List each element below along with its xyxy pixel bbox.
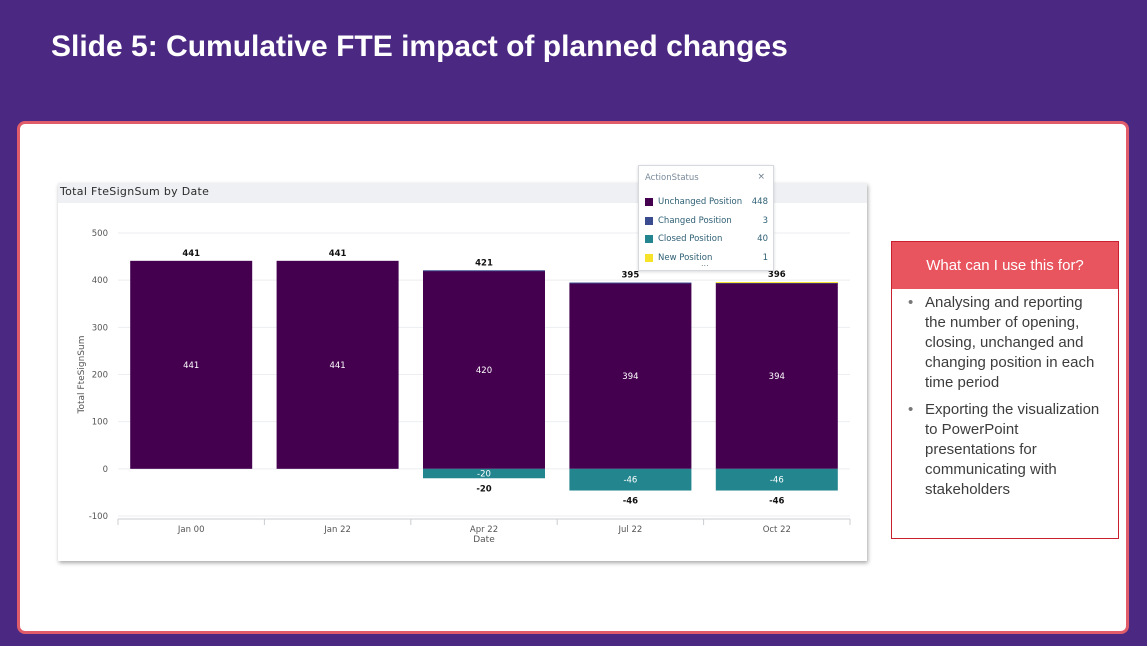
bar-changed-position: [569, 282, 692, 284]
y-tick-label: 400: [92, 276, 108, 286]
info-list-item: • Exporting the visualization to PowerPoi…: [908, 400, 1106, 500]
info-list-text: Analysing and reporting the number of op…: [925, 294, 1095, 391]
bar-unchanged-position: [715, 282, 838, 469]
y-tick-label: 100: [92, 418, 108, 428]
x-tick-label: Apr 22: [470, 525, 498, 535]
y-tick-label: 200: [92, 371, 108, 381]
bar-inner-label: 394: [622, 372, 638, 382]
bar-inner-label: 394: [769, 372, 785, 382]
bar-inner-label: 441: [329, 361, 345, 371]
y-tick-label: 300: [92, 323, 108, 333]
close-icon[interactable]: ×: [757, 172, 765, 182]
y-tick-label: 0: [103, 465, 108, 475]
bar-total-label: 396: [768, 270, 786, 280]
legend-count: 1: [762, 252, 768, 263]
y-tick-label: -100: [89, 512, 108, 522]
bar-inner-label: -46: [770, 476, 784, 486]
bar-inner-label: -46: [623, 476, 637, 486]
chart-title: Total FteSignSum by Date: [60, 185, 210, 198]
legend-label: Closed Position: [658, 234, 723, 244]
bar-total-label: -20: [476, 484, 491, 494]
legend-label: Unchanged Position: [658, 197, 743, 207]
info-list-item: • Analysing and reporting the number of o…: [908, 293, 1106, 393]
bar-changed-position: [423, 270, 545, 272]
bullet-icon: •: [908, 294, 914, 311]
bar-closed-position: [423, 468, 545, 479]
bar-closed-position: [569, 468, 692, 491]
legend-count: 40: [757, 234, 768, 244]
legend-item[interactable]: Closed Position 40: [645, 234, 768, 246]
legend-count: 448: [751, 197, 768, 207]
slide-title: Slide 5: Cumulative FTE impact of planne…: [51, 30, 788, 63]
bar-total-label: 395: [622, 271, 640, 281]
bar-inner-label: 441: [183, 361, 199, 371]
legend-swatch: [645, 235, 653, 243]
legend-popup[interactable]: ActionStatus × ... Unchanged Position 448…: [638, 165, 774, 271]
bullet-icon: •: [908, 401, 914, 418]
x-axis-title: Date: [473, 535, 495, 545]
x-tick-label: Jan 22: [323, 525, 351, 535]
legend-title: ActionStatus: [645, 173, 699, 183]
legend-item[interactable]: Changed Position 3: [645, 216, 768, 228]
bar-total-label: 441: [182, 249, 200, 259]
bar-total-label: 421: [475, 258, 493, 268]
legend-swatch: [645, 253, 653, 262]
bar-inner-label: 420: [476, 366, 492, 376]
bar-new-position: [715, 282, 838, 284]
bar-total-label: -46: [623, 497, 638, 507]
info-box: What can I use this for? • Analysing and …: [891, 241, 1119, 539]
legend-label: Changed Position: [658, 215, 732, 226]
bar-unchanged-position: [569, 282, 692, 469]
info-box-header: What can I use this for?: [892, 242, 1118, 289]
legend-count: 3: [762, 215, 768, 226]
legend-label: New Position: [658, 252, 713, 263]
bar-unchanged-position: [130, 260, 253, 469]
legend-item[interactable]: New Position 1: [645, 253, 768, 265]
bar-total-label: -46: [769, 497, 784, 507]
bar-chart: 500 400 300 200 100 0 -100 441 441 Jan 00 441 441 Ja…: [77, 229, 851, 545]
info-list-text: Exporting the visualization to PowerPoin…: [925, 401, 1100, 498]
x-tick-label: Jan 00: [177, 525, 205, 535]
info-list: • Analysing and reporting the number of o…: [908, 293, 1106, 507]
bar-closed-position: [715, 468, 838, 491]
y-axis-title: Total FteSignSum: [77, 336, 87, 415]
x-tick-label: Oct 22: [763, 525, 791, 535]
legend-item[interactable]: Unchanged Position 448: [645, 197, 768, 209]
more-icon[interactable]: ...: [701, 259, 709, 268]
legend-swatch: [645, 216, 653, 225]
bar-unchanged-position: [423, 270, 545, 469]
bar-total-label: 441: [329, 249, 347, 259]
x-tick-label: Jul 22: [618, 525, 643, 535]
bar-unchanged-position: [276, 260, 399, 469]
y-tick-label: 500: [92, 229, 108, 239]
legend-swatch: [645, 198, 653, 206]
bar-inner-label: -20: [477, 470, 491, 480]
